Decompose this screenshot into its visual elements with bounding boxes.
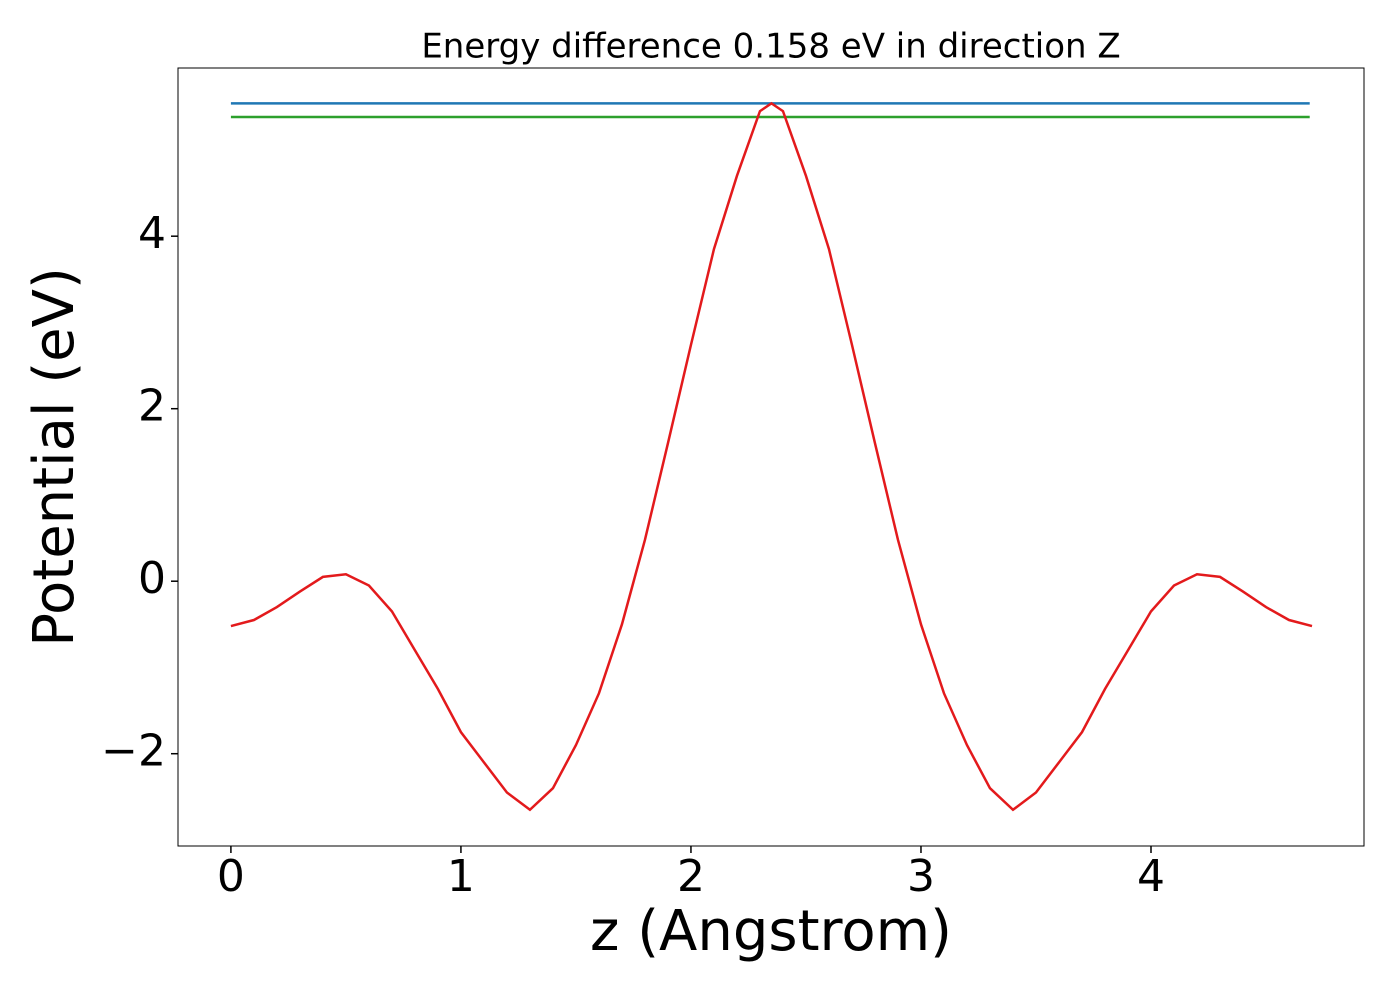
- y-tick-label: −2: [101, 726, 166, 777]
- x-tick-label: 3: [907, 851, 935, 902]
- y-tick-label: 4: [138, 208, 166, 259]
- x-tick-label: 0: [217, 851, 245, 902]
- data-line: [230, 101, 1313, 812]
- y-tick-label: 0: [138, 553, 166, 604]
- x-tick-label: 2: [677, 851, 705, 902]
- chart-title: Energy difference 0.158 eV in direction …: [421, 27, 1120, 67]
- x-tick-label: 1: [447, 851, 475, 902]
- plot-frame: [177, 67, 1365, 847]
- x-axis-label: z (Angstrom): [590, 899, 952, 964]
- x-tick-label: 4: [1137, 851, 1165, 902]
- y-tick-label: 2: [138, 381, 166, 432]
- y-axis-label: Potential (eV): [22, 267, 87, 647]
